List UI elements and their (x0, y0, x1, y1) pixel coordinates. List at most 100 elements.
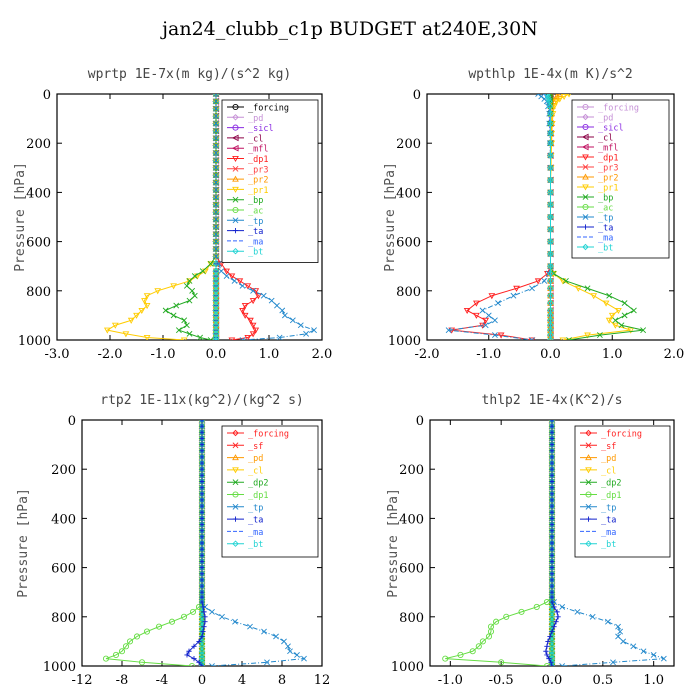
x-tick-label: -0.5 (489, 673, 514, 688)
data-point-tp (285, 643, 291, 650)
data-point-tp (250, 287, 257, 294)
data-point-tp (239, 337, 246, 340)
data-point-tp (617, 628, 624, 635)
data-point-ta (551, 624, 557, 630)
data-point-tp (492, 317, 498, 324)
data-point-bt (547, 176, 554, 184)
data-point-dp1 (228, 337, 236, 340)
y-tick-label: 600 (26, 236, 51, 251)
data-point-ta (545, 638, 551, 644)
data-point-dp1 (513, 285, 520, 292)
data-point-ta (549, 583, 555, 589)
data-point-tp (311, 327, 317, 334)
data-point-tp (213, 127, 219, 134)
data-point-ta (199, 577, 205, 583)
data-point-bp (189, 287, 196, 294)
data-point-bt (546, 103, 554, 110)
legend-label: _tp (598, 214, 613, 224)
panel-title: rtp2 1E-11x(kg^2)/(kg^2 s) (100, 393, 304, 408)
data-point-bt (547, 201, 554, 208)
data-point-tp (215, 260, 222, 267)
data-point-bt (212, 330, 220, 338)
x-tick-label: 2.0 (312, 347, 333, 362)
data-point-tp (640, 648, 647, 655)
legend-marker (585, 429, 592, 437)
legend-label: _cl (598, 134, 613, 144)
data-point-pr1 (605, 317, 613, 324)
panel-thlp2: thlp2 1E-4x(K^2)/s Pressure [hPa] -1.0 -0.5… (386, 393, 675, 688)
data-point-ta (191, 656, 197, 662)
series-line-dp1 (105, 420, 203, 666)
x-tick-label: 0 (198, 673, 206, 688)
data-point-tp (479, 307, 486, 314)
legend-marker (232, 175, 239, 182)
legend-marker (232, 479, 239, 486)
data-point-dp1 (503, 613, 510, 620)
data-point-bp (186, 297, 193, 304)
data-point-dp1 (241, 312, 249, 319)
data-point-ta (549, 442, 555, 448)
legend-marker (232, 186, 239, 193)
data-point-tp (213, 120, 219, 127)
data-point-bt (547, 226, 554, 233)
data-point-ta (199, 528, 205, 534)
data-point-ta (196, 659, 202, 665)
legend-label: _pd (598, 114, 613, 124)
data-point-ta (199, 442, 205, 448)
data-point-ta (199, 472, 205, 478)
data-point-ta (199, 589, 205, 595)
legend-label: _tp (601, 503, 616, 513)
y-axis-label: Pressure [hPa] (383, 162, 398, 272)
data-point-ta (191, 643, 197, 649)
data-point-ta (199, 497, 205, 503)
data-point-dp1 (244, 335, 252, 340)
data-point-pr1 (207, 261, 215, 268)
data-point-ta (544, 643, 550, 649)
data-point-ta (549, 420, 555, 423)
legend-marker (232, 429, 239, 437)
y-tick-label: 0 (413, 88, 421, 103)
data-point-dp1 (457, 651, 464, 658)
data-point-bp (162, 307, 169, 314)
data-point-tp (231, 278, 238, 284)
legend-marker (232, 206, 239, 214)
legend-label: _bt (248, 540, 263, 550)
data-point-tp (213, 223, 219, 230)
data-point-tp (604, 618, 611, 625)
data-point-dp1 (487, 628, 495, 635)
legend-marker (585, 479, 592, 486)
data-point-ta (199, 521, 205, 528)
legend-label: _pr1 (248, 186, 268, 196)
data-point-ta (549, 454, 555, 460)
panel-rtp2: rtp2 1E-11x(kg^2)/(kg^2 s) Pressure [hPa]… (16, 393, 330, 688)
legend-marker (582, 224, 589, 230)
legend-marker (585, 442, 592, 449)
data-point-dp1 (247, 317, 254, 324)
data-point-ta (544, 652, 550, 658)
y-tick-label: 0 (68, 414, 76, 429)
x-tick-label: 0.0 (206, 347, 227, 362)
data-point-tp (213, 238, 219, 245)
legend-label: _pd (601, 454, 616, 464)
data-point-tp (529, 337, 535, 340)
x-tick-label: 0.0 (540, 347, 561, 362)
legend-marker (232, 491, 239, 498)
data-point-ta (548, 659, 554, 665)
data-point-tp (239, 282, 246, 289)
y-tick-label: 600 (51, 562, 76, 577)
data-point-pr1 (615, 307, 622, 315)
data-point-ta (199, 454, 205, 460)
legend-label: _forcing (248, 430, 289, 440)
data-point-tp (287, 648, 293, 655)
legend-label: _bt (248, 248, 263, 258)
data-point-bt (547, 110, 554, 117)
data-point-tp (213, 105, 219, 112)
data-point-ta (549, 558, 555, 565)
data-point-ta (201, 609, 207, 615)
data-point-tp (615, 633, 622, 640)
data-point-pr1 (138, 307, 146, 315)
data-point-bp (640, 327, 647, 334)
data-point-ta (199, 491, 205, 497)
data-point-tp (213, 194, 219, 201)
y-tick-label: 600 (396, 236, 421, 251)
